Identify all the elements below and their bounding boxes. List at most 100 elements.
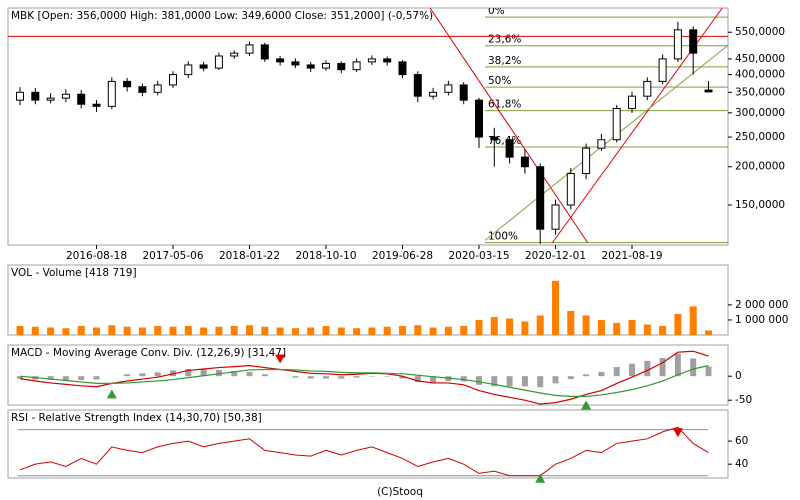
histogram-bar (93, 376, 100, 380)
volume-bar (552, 280, 559, 335)
volume-bar (460, 325, 468, 335)
candle-body (245, 44, 254, 54)
y-tick-label: 1 000 000 (735, 314, 788, 326)
histogram-bar (476, 376, 482, 385)
histogram-bar (674, 353, 681, 377)
volume-bar (536, 315, 544, 335)
volume-bar (246, 325, 253, 335)
x-tick-label: 2020-12-01 (525, 250, 586, 262)
volume-bar (200, 327, 208, 335)
histogram-bar (506, 376, 513, 387)
y-tick-label: 450,0000 (735, 53, 785, 65)
panel-frame (7, 264, 729, 336)
panel-title: RSI - Relative Strength Index (14,30,70)… (11, 412, 262, 424)
buy-marker (581, 400, 592, 410)
histogram-bar (414, 376, 421, 382)
histogram-bar (644, 360, 651, 377)
y-tick-label: 60 (735, 435, 748, 447)
y-tick-label: 0 (735, 370, 742, 382)
histogram-bar (215, 369, 222, 377)
plot-area: 0%23,6%38,2%50%61,8%76,4%100% (8, 8, 728, 244)
y-tick-label: 150,0000 (735, 199, 785, 211)
volume-bar (261, 326, 269, 335)
candle-body (536, 166, 545, 230)
fib-label: 38,2% (488, 55, 521, 67)
candle-body (153, 84, 162, 93)
candle-body (230, 52, 239, 57)
volume-bar (582, 315, 590, 335)
candle-body (597, 139, 606, 149)
volume-bar (643, 324, 651, 335)
candle-body (276, 58, 285, 63)
volume-bar (154, 325, 162, 335)
x-tick-label: 2021-08-19 (601, 250, 662, 262)
volume-bar (383, 326, 391, 335)
buy-marker (106, 389, 117, 399)
volume-bar (16, 325, 24, 335)
macd-line (19, 350, 709, 405)
y-tick-label: 40 (735, 458, 748, 470)
candle-body (689, 29, 698, 54)
histogram-bar (537, 376, 544, 388)
volume-bar (521, 321, 529, 335)
x-tick-label: 2019-06-28 (372, 250, 433, 262)
panel-frame (7, 7, 729, 246)
histogram-bar (690, 358, 697, 377)
candle-body (16, 91, 24, 101)
volume-bar (597, 319, 605, 335)
panel-title: MBK [Open: 356,0000 High: 381,0000 Low: … (11, 10, 433, 22)
volume-bar (307, 327, 315, 335)
candle-body (322, 62, 330, 69)
candle-body (260, 44, 269, 60)
panel-title: VOL - Volume [418 719] (11, 267, 137, 279)
volume-bar (689, 306, 697, 335)
candle-body (107, 80, 116, 107)
candle-body (138, 86, 147, 93)
y-tick-label: 550,0000 (735, 26, 785, 38)
volume-bar (674, 313, 682, 335)
histogram-bar (598, 371, 605, 377)
volume-bar (108, 325, 116, 335)
volume-bar (184, 325, 192, 335)
volume-bar (322, 325, 330, 335)
histogram-bar (185, 369, 192, 377)
candle-body (551, 204, 560, 230)
fib-label: 61,8% (488, 99, 521, 111)
panel-title: MACD - Moving Average Conv. Div. (12,26,… (11, 347, 286, 359)
candle-body (582, 147, 591, 175)
histogram-bar (292, 376, 299, 378)
histogram-bar (613, 367, 620, 377)
volume-bar (169, 326, 177, 335)
histogram-bar (139, 373, 146, 377)
trend-line (429, 8, 589, 243)
candle-body (92, 103, 101, 107)
volume-bar (429, 327, 437, 335)
volume-bar (705, 330, 712, 335)
histogram-bar (246, 371, 253, 377)
title-bg (9, 346, 309, 359)
volume-bar (414, 325, 422, 335)
trend-line (484, 44, 728, 241)
volume-bar (659, 325, 667, 335)
fib-label: 50% (488, 75, 511, 87)
candle-body (429, 91, 438, 97)
volume-bar (353, 328, 361, 335)
candle-body (490, 136, 499, 141)
volume-bar (399, 325, 406, 335)
volume-bar (215, 326, 223, 335)
volume-bar (567, 310, 575, 335)
y-tick-label: -50 (735, 394, 752, 406)
histogram-bar (307, 376, 314, 379)
y-tick-label: 300,0000 (735, 107, 785, 119)
y-tick-label: 200,0000 (735, 161, 785, 173)
volume-bar (368, 327, 376, 335)
candle-body (520, 156, 529, 168)
histogram-bar (353, 376, 360, 378)
volume-bar (475, 319, 483, 335)
rsi-line (19, 426, 709, 477)
candle-body (643, 80, 652, 97)
volume-bar (276, 327, 284, 335)
volume-bar (47, 327, 55, 335)
sell-marker (275, 354, 286, 364)
